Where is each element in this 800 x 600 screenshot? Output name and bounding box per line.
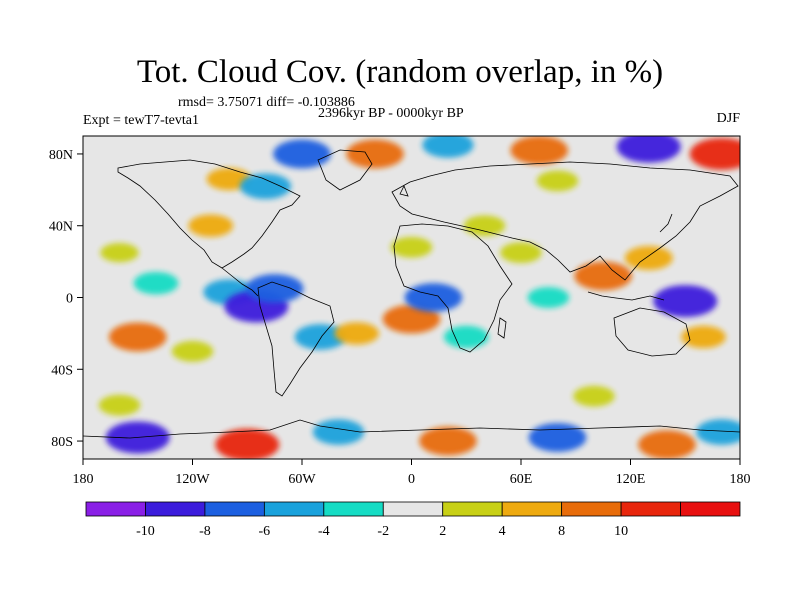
anomaly-cell-8 [294,324,346,350]
coastlines [83,149,740,439]
colorbar-swatch-5 [382,501,444,517]
anomaly-cell-7 [171,340,214,362]
anomaly-cell-28 [239,173,292,200]
anomaly-cell-22 [346,139,404,169]
anomaly-cell-26 [689,137,740,170]
colorbar-swatch-7 [501,501,563,517]
anomaly-cell-35 [638,430,696,459]
coast-japan [659,213,673,233]
colorbar-swatch-2 [204,501,265,517]
anomaly-field [98,136,740,459]
coast-madagascar [497,317,507,339]
colorbar-swatch-8 [561,501,622,517]
coast-north-america [117,159,301,269]
anomaly-cell-29 [536,170,579,192]
colorbar-labels: -10 -8 -6 -4 -2 2 4 8 10 [136,524,628,539]
map-title: Tot. Cloud Cov. (random overlap, in %) [136,54,664,90]
anomaly-cell-0 [133,271,179,295]
axis-labels: 180 120W 60W 0 60E 120E 180 80N 40N 0 40S 80S [49,148,751,487]
anomaly-cell-23 [422,136,474,158]
anomaly-cell-34 [528,423,587,452]
coast-eurasia [391,161,739,281]
colorbar-swatch-3 [263,501,325,517]
anomaly-cell-15 [527,287,570,308]
colorbar-swatch-10 [680,501,741,517]
colorbar-swatch-0 [85,501,146,517]
colorbar-label-1: -8 [199,524,211,539]
anomaly-cell-4 [188,214,234,237]
colorbar-swatch-4 [323,501,384,517]
colorbar-label-6: 4 [499,524,506,539]
axis-ticks [77,153,741,465]
anomaly-cell-25 [616,136,681,163]
anomaly-cell-33 [419,426,477,456]
y-tick-label-0: 80N [49,148,73,163]
anomaly-cell-24 [510,136,569,165]
colorbar-label-5: 2 [439,524,446,539]
period-label: 2396kyr BP - 0000kyr BP [318,106,464,121]
coast-greenland [317,149,373,191]
anomaly-cell-20 [463,215,506,237]
colorbar-label-2: -6 [259,524,271,539]
x-tick-label-4: 60E [510,472,533,487]
experiment-label: Expt = tewT7-tevta1 [83,113,199,128]
coast-uk [399,185,409,197]
anomaly-cell-32 [312,419,365,445]
anomaly-cell-14 [500,242,542,264]
x-tick-label-0: 180 [73,472,94,487]
y-tick-label-1: 40N [49,220,73,235]
coast-australia [613,307,691,357]
anomaly-cell-17 [624,246,673,271]
colorbar-label-3: -4 [318,524,330,539]
anomaly-cell-11 [404,283,463,312]
map-plot-area [82,135,741,460]
anomaly-cell-10 [382,304,441,334]
x-tick-label-2: 60W [288,472,316,487]
anomaly-cell-21 [273,139,331,169]
coast-central-america [221,267,259,297]
anomaly-cell-19 [681,325,726,349]
anomaly-cell-16 [574,261,632,291]
colorbar [85,501,741,517]
season-label: DJF [716,111,740,126]
colorbar-label-7: 8 [558,524,565,539]
x-tick-label-3: 0 [408,472,415,487]
colorbar-label-8: 10 [614,524,628,539]
y-tick-label-2: 0 [66,292,73,307]
anomaly-cell-6 [108,322,167,352]
anomaly-cell-3 [245,274,304,303]
anomaly-cell-31 [215,428,280,459]
y-tick-label-3: 40S [51,363,73,378]
anomaly-cell-13 [390,236,433,258]
anomaly-cell-9 [334,322,380,345]
anomaly-cell-5 [100,243,139,263]
y-tick-label-4: 80S [51,435,73,450]
anomaly-cell-18 [653,285,718,318]
x-tick-label-5: 120E [616,472,646,487]
x-tick-label-1: 120W [175,472,210,487]
coast-south-america [257,281,335,397]
colorbar-swatch-9 [620,501,681,517]
colorbar-label-4: -2 [377,524,389,539]
anomaly-cell-36 [696,419,740,445]
coast-africa [393,223,513,353]
anomaly-cell-38 [573,385,615,407]
coast-indonesia [587,291,665,301]
colorbar-swatch-1 [145,501,206,517]
colorbar-swatch-6 [442,501,503,517]
anomaly-cell-37 [98,394,141,416]
colorbar-label-0: -10 [136,524,155,539]
x-tick-label-6: 180 [730,472,751,487]
coast-antarctica [83,419,740,439]
stats-readout: rmsd= 3.75071 diff= -0.103886 [178,95,355,110]
anomaly-cell-12 [443,325,489,349]
